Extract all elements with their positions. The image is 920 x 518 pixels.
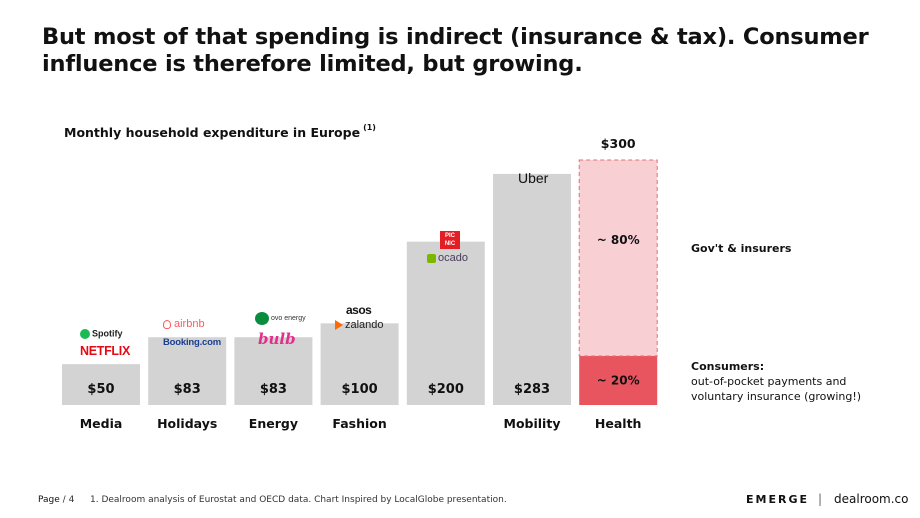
legend-govt-label: Gov't & insurers	[691, 242, 792, 255]
bar-value-mobility: $283	[514, 382, 550, 397]
bar-value-fashion: $100	[342, 382, 378, 397]
legend-consumers-line1: out-of-pocket payments and	[691, 375, 847, 388]
airbnb-icon	[163, 319, 171, 329]
spotify-icon	[80, 328, 90, 339]
chart-title: Monthly household expenditure in Europe(…	[64, 123, 376, 141]
ocado-icon	[427, 253, 436, 263]
ovo-icon	[255, 312, 269, 325]
bar-value-groceries: $200	[428, 382, 464, 397]
bar-mobility	[493, 173, 571, 405]
emerge-logo: EMERGE	[746, 493, 809, 506]
brand-separator: |	[818, 492, 823, 506]
zalando-logo: zalando	[335, 319, 384, 331]
asos-logo: asos	[346, 303, 372, 317]
legend-consumers: Consumers: out-of-pocket payments and vo…	[691, 359, 861, 404]
chart-title-text: Monthly household expenditure in Europe	[64, 125, 361, 141]
dealroom-logo: dealroom.co	[834, 492, 909, 506]
bar-value-energy: $83	[260, 382, 287, 397]
category-label-mobility: Mobility	[504, 416, 561, 431]
segment-label-gov-t-insurers: ~ 80%	[597, 233, 640, 247]
zalando-icon	[335, 320, 343, 331]
legend-govt: Gov't & insurers	[691, 241, 791, 256]
segment-label-consumers: ~ 20%	[597, 374, 640, 388]
bar-health-gov-t-insurers	[578, 159, 658, 357]
page-number: Page / 4	[38, 495, 75, 505]
category-label-fashion: Fashion	[332, 416, 386, 431]
bar-holidays	[148, 337, 227, 405]
bar-value-media: $50	[87, 382, 114, 397]
spotify-logo: Spotify	[80, 328, 123, 339]
category-label-media: Media	[80, 416, 123, 431]
bar-fashion	[320, 323, 399, 405]
headline-line-2: influence is therefore limited, but grow…	[42, 51, 583, 77]
bulb-logo: bulb	[258, 330, 296, 348]
page-headline: But most of that spending is indirect (i…	[42, 24, 902, 78]
headline-line-1: But most of that spending is indirect (i…	[42, 24, 869, 50]
ovo-logo: ovo energy	[255, 312, 306, 325]
chart-title-footnote: (1)	[363, 123, 376, 132]
bar-total-health: $300	[601, 136, 636, 151]
category-label-health: Health	[595, 416, 642, 431]
category-label-holidays: Holidays	[157, 416, 217, 431]
ocado-logo: ocado	[427, 252, 468, 264]
legend-consumers-title: Consumers:	[691, 360, 765, 373]
legend-consumers-line2: voluntary insurance (growing!)	[691, 390, 862, 403]
airbnb-logo: airbnb	[163, 318, 205, 330]
netflix-logo: NETFLIX	[80, 344, 130, 358]
booking-logo: Booking.com	[163, 337, 221, 348]
footnote: 1. Dealroom analysis of Eurostat and OEC…	[90, 495, 507, 505]
category-label-energy: Energy	[249, 416, 298, 431]
bar-health-consumers	[579, 356, 658, 405]
bar-energy	[234, 337, 313, 405]
bar-groceries	[406, 241, 485, 405]
picnic-logo: PIC NIC	[440, 231, 460, 249]
uber-logo: Uber	[518, 170, 549, 186]
bar-value-holidays: $83	[174, 382, 201, 397]
bar-media	[62, 364, 140, 405]
